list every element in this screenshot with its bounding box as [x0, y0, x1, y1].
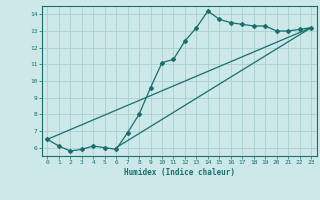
X-axis label: Humidex (Indice chaleur): Humidex (Indice chaleur)	[124, 168, 235, 177]
